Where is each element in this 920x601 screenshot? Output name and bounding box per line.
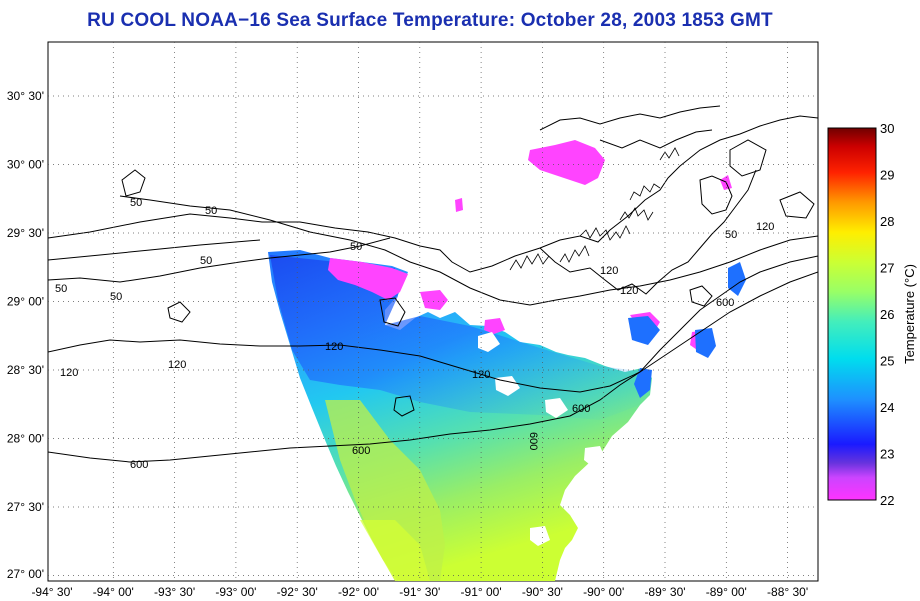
latitude-label: 30° 30': [7, 89, 44, 103]
longitude-label: -90° 00': [583, 585, 624, 599]
longitude-label: -93° 00': [215, 585, 256, 599]
sst-east-patches: [628, 262, 746, 398]
contour-50m-b: [48, 239, 261, 261]
colorbar-tick-label: 27: [880, 261, 894, 276]
contour-label: 120: [168, 359, 186, 371]
latitude-label: 29° 30': [7, 226, 44, 240]
colorbar-tick-label: 22: [880, 493, 894, 508]
contour-deep-5: [729, 139, 767, 177]
contour-label: 50: [200, 255, 212, 267]
contour-label: 50: [55, 283, 67, 295]
contour-label: 600: [352, 445, 370, 457]
latitude-label: 29° 00': [7, 295, 44, 309]
colorbar-tick-label: 23: [880, 447, 894, 462]
longitude-labels: -94° 30' -94° 00' -93° 30' -93° 00' -92° 30'…: [31, 585, 808, 599]
contour-label: 50: [350, 241, 362, 253]
colorbar-ramp: [827, 127, 877, 501]
contour-label: 50: [110, 291, 122, 303]
contour-label: 50: [725, 229, 737, 241]
contour-label: 50: [130, 197, 142, 209]
latitude-label: 28° 00': [7, 432, 44, 446]
longitude-label: -94° 30': [31, 585, 72, 599]
contour-600m: [48, 271, 818, 463]
contour-label: 120: [325, 341, 343, 353]
longitude-label: -92° 30': [277, 585, 318, 599]
contour-label: 120: [472, 369, 490, 381]
latitude-labels: 30° 30' 30° 00' 29° 30' 29° 00' 28° 30' 28° 0…: [7, 89, 44, 581]
colorbar-tick-label: 29: [880, 168, 894, 183]
longitude-label: -91° 30': [399, 585, 440, 599]
contour-label: 120: [60, 367, 78, 379]
longitude-label: -89° 30': [644, 585, 685, 599]
latitude-label: 27° 00': [7, 567, 44, 581]
contour-labels: 50 50 50 50 50 50 50 120 120 120 120 120…: [55, 197, 774, 471]
bathymetry-contours: [48, 139, 818, 463]
longitude-label: -94° 00': [93, 585, 134, 599]
contour-50m: [48, 237, 391, 283]
latitude-label: 27° 30': [7, 500, 44, 514]
contour-label: 600: [572, 403, 590, 415]
contour-label: 120: [756, 221, 774, 233]
contour-label: 600: [130, 459, 148, 471]
sst-warm-band-2: [360, 520, 430, 581]
longitude-label: -91° 00': [461, 585, 502, 599]
contour-label: 600: [527, 432, 539, 450]
longitude-label: -90° 30': [522, 585, 563, 599]
map-title: RU COOL NOAA−16 Sea Surface Temperature:…: [87, 10, 773, 31]
contour-label: 50: [205, 205, 217, 217]
sst-cool-band: [270, 255, 645, 420]
contour-deep-2: [167, 301, 191, 323]
contour-deep-4: [689, 285, 713, 307]
latitude-label: 30° 00': [7, 158, 44, 172]
longitude-label: -89° 00': [706, 585, 747, 599]
latitude-label: 28° 30': [7, 363, 44, 377]
colorbar-tick-label: 30: [880, 121, 894, 136]
map-content: 50 50 50 50 50 50 50 120 120 120 120 120…: [48, 42, 818, 581]
contour-deep-6: [779, 191, 815, 219]
contour-50m-c: [119, 195, 818, 306]
contour-120m: [48, 255, 818, 393]
longitude-label: -92° 00': [338, 585, 379, 599]
contour-50m-island: [121, 169, 146, 197]
colorbar-tick-label: 28: [880, 214, 894, 229]
colorbar-title: Temperature (°C): [902, 264, 917, 364]
contour-label: 600: [716, 297, 734, 309]
contour-deep-1: [379, 297, 406, 327]
colorbar-tick-label: 25: [880, 354, 894, 369]
cloud-mask: [328, 140, 732, 352]
longitude-label: -88° 30': [767, 585, 808, 599]
cloud-holes: [478, 332, 606, 546]
contour-label: 120: [620, 285, 638, 297]
graticule: [48, 42, 818, 581]
colorbar-tick-label: 24: [880, 400, 894, 415]
colorbar-tick-labels: 30 29 28 27 26 25 24 23 22: [880, 121, 894, 508]
colorbar-tick-label: 26: [880, 307, 894, 322]
contour-label: 120: [600, 265, 618, 277]
longitude-label: -93° 30': [154, 585, 195, 599]
colorbar: 30 29 28 27 26 25 24 23 22 Temperature (°C): [827, 121, 917, 508]
contour-deep-3: [393, 395, 415, 417]
